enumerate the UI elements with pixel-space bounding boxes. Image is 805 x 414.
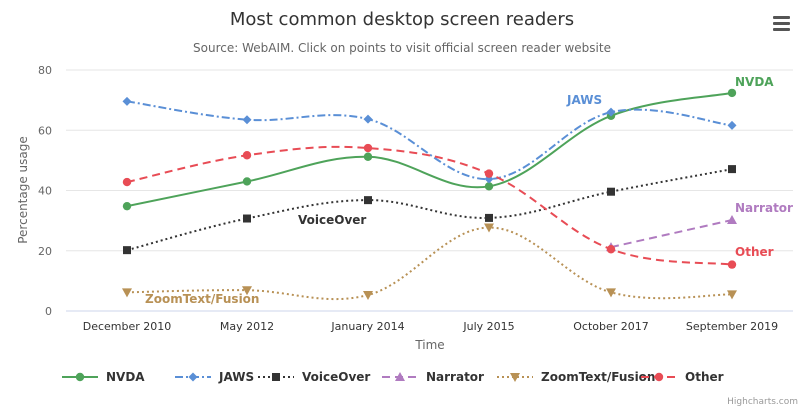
legend-label: NVDA: [106, 370, 145, 384]
series-layer: [122, 88, 737, 301]
series-label: JAWS: [566, 93, 602, 107]
legend-label: Narrator: [426, 370, 484, 384]
data-point[interactable]: [606, 288, 616, 298]
x-tick-label: May 2012: [220, 320, 274, 333]
y-tick-label: 0: [45, 305, 52, 318]
data-point[interactable]: [727, 290, 737, 300]
legend: NVDA JAWS VoiceOver Narrator ZoomText/Fusion…: [62, 370, 724, 384]
series-line: [126, 145, 733, 266]
legend-label: JAWS: [218, 370, 254, 384]
data-point[interactable]: [607, 187, 615, 196]
legend-marker[interactable]: [272, 373, 280, 381]
legend-marker[interactable]: [395, 372, 405, 381]
data-point[interactable]: [242, 115, 252, 125]
series-other: [122, 143, 737, 269]
y-tick-label: 60: [38, 124, 52, 137]
x-tick-label: October 2017: [573, 320, 649, 333]
legend-label: Other: [685, 370, 724, 384]
hamburger-menu-icon: [773, 16, 790, 31]
data-point[interactable]: [485, 213, 493, 222]
legend-item-zoomtext-fusion[interactable]: ZoomText/Fusion: [497, 370, 655, 384]
data-point[interactable]: [122, 96, 132, 106]
data-point[interactable]: [606, 107, 616, 117]
grid-lines: [66, 69, 793, 312]
series-label: VoiceOver: [298, 213, 366, 227]
legend-label: ZoomText/Fusion: [541, 370, 655, 384]
legend-marker[interactable]: [75, 372, 85, 382]
data-point[interactable]: [727, 260, 737, 269]
chart-subtitle: Source: WebAIM. Click on points to visit…: [193, 41, 611, 55]
data-point[interactable]: [123, 246, 131, 255]
legend-item-other[interactable]: Other: [641, 370, 724, 384]
series-label: NVDA: [735, 75, 774, 89]
data-point[interactable]: [727, 88, 737, 98]
legend-item-nvda[interactable]: NVDA: [62, 370, 145, 384]
data-point[interactable]: [606, 245, 616, 254]
data-point[interactable]: [122, 288, 132, 298]
data-point[interactable]: [484, 169, 494, 178]
credits-link[interactable]: Highcharts.com: [727, 397, 798, 407]
chart-menu-button[interactable]: [771, 13, 793, 33]
data-point[interactable]: [364, 196, 372, 205]
series-labels: NVDA JAWS VoiceOver Narrator ZoomText/Fusion…: [145, 75, 793, 306]
data-point[interactable]: [363, 114, 373, 124]
series-label: Other: [735, 245, 774, 259]
y-axis-ticks: 0 20 40 60 80: [38, 64, 52, 318]
x-axis-label: Time: [414, 338, 444, 352]
legend-label: VoiceOver: [302, 370, 370, 384]
series-label: ZoomText/Fusion: [145, 292, 259, 306]
data-point[interactable]: [484, 223, 494, 233]
legend-marker[interactable]: [654, 372, 664, 382]
data-point[interactable]: [363, 143, 373, 153]
x-tick-label: December 2010: [83, 320, 172, 333]
data-point[interactable]: [363, 152, 373, 161]
data-point[interactable]: [122, 201, 132, 211]
series-line: [610, 219, 733, 249]
series-line: [126, 91, 733, 208]
legend-item-voiceover[interactable]: VoiceOver: [258, 370, 370, 384]
y-tick-label: 80: [38, 64, 52, 77]
data-point[interactable]: [242, 177, 252, 186]
series-label: Narrator: [735, 201, 793, 215]
series-voiceover: [123, 165, 736, 255]
data-point[interactable]: [242, 286, 252, 296]
data-point[interactable]: [122, 177, 132, 187]
series-zoomtext-fusion: [122, 223, 737, 301]
data-point[interactable]: [243, 214, 251, 223]
data-point[interactable]: [728, 165, 736, 174]
x-tick-label: July 2015: [462, 320, 514, 333]
y-tick-label: 20: [38, 245, 52, 258]
legend-marker[interactable]: [510, 373, 520, 382]
data-point[interactable]: [484, 182, 494, 191]
legend-marker[interactable]: [188, 372, 198, 382]
x-tick-label: January 2014: [330, 320, 404, 333]
x-axis-ticks: December 2010 May 2012 January 2014 July 20…: [83, 320, 778, 333]
data-point[interactable]: [727, 120, 737, 130]
chart-title: Most common desktop screen readers: [230, 9, 574, 30]
series-line: [126, 100, 733, 181]
data-point[interactable]: [242, 151, 252, 160]
data-point[interactable]: [727, 215, 737, 225]
y-axis-label: Percentage usage: [16, 136, 30, 244]
y-tick-label: 40: [38, 185, 52, 198]
legend-item-jaws[interactable]: JAWS: [175, 370, 254, 384]
legend-item-narrator[interactable]: Narrator: [382, 370, 484, 384]
series-line: [126, 226, 733, 301]
x-tick-label: September 2019: [686, 320, 778, 333]
data-point[interactable]: [363, 291, 373, 301]
